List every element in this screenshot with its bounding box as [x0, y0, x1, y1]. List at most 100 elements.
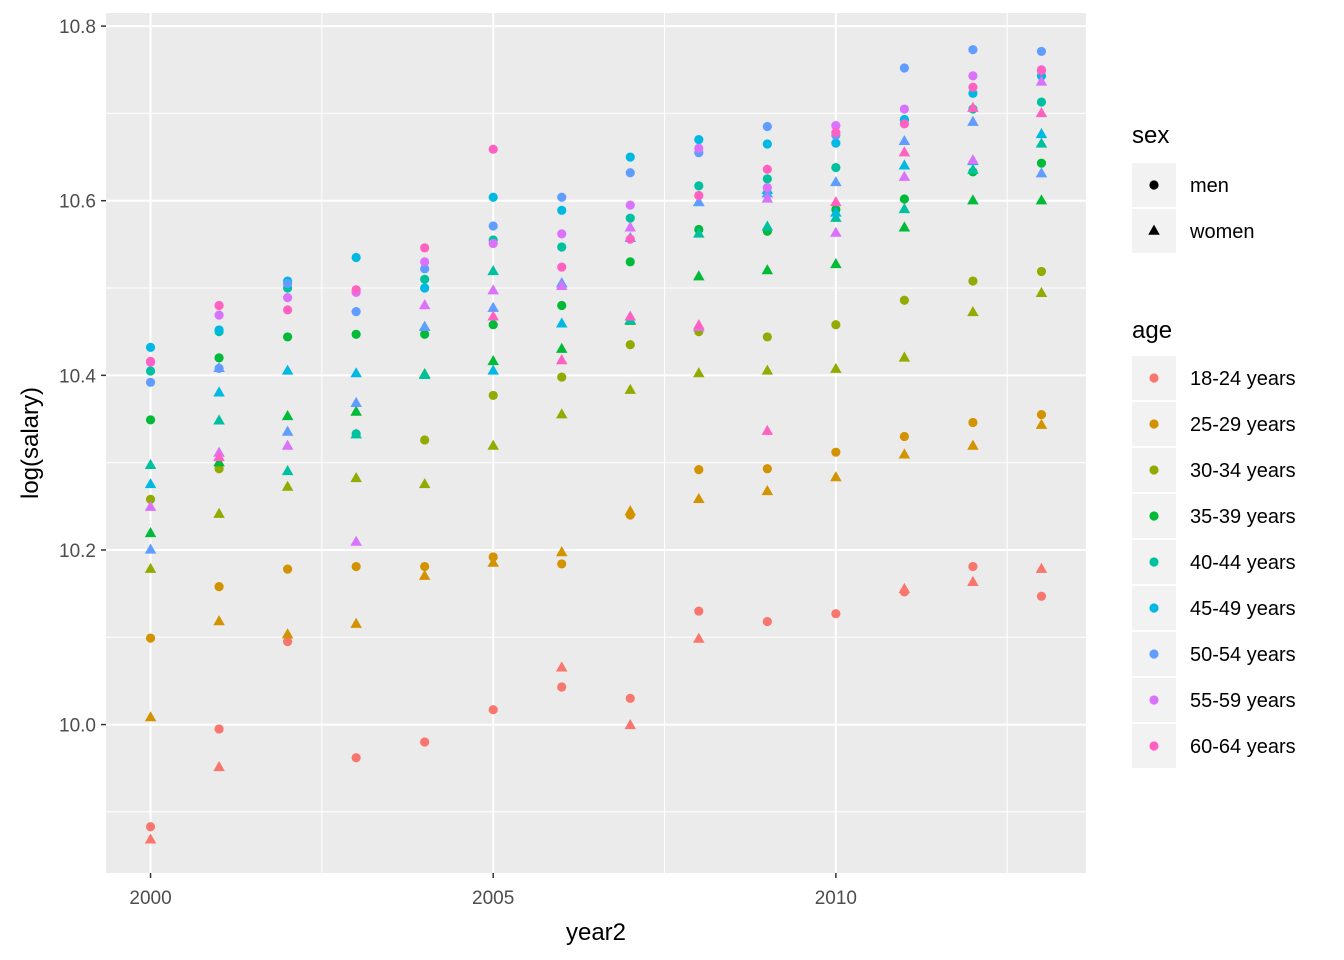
- major-grid-lines: [106, 13, 1086, 873]
- data-point-men: [831, 138, 841, 148]
- data-point-women: [624, 383, 637, 394]
- data-point-men: [831, 162, 841, 173]
- data-point-men: [1036, 158, 1047, 168]
- data-point-men: [625, 152, 635, 162]
- data-point-men: [899, 63, 909, 73]
- data-point-women: [967, 115, 979, 126]
- data-point-men: [831, 609, 841, 619]
- data-point-women: [555, 317, 568, 328]
- data-point-men: [488, 192, 498, 202]
- legend-sex-label: men: [1190, 175, 1229, 197]
- data-point-men: [968, 71, 978, 81]
- data-point-women: [967, 194, 979, 205]
- data-point-women: [967, 101, 979, 112]
- data-point-men: [831, 320, 841, 330]
- data-point-women: [350, 396, 362, 407]
- data-point-women: [693, 492, 705, 504]
- data-point-women: [350, 367, 362, 378]
- data-point-men: [488, 238, 498, 249]
- data-point-men: [351, 753, 361, 763]
- data-point-men: [420, 257, 430, 267]
- data-point-men: [214, 582, 224, 592]
- data-point-men: [762, 183, 772, 193]
- data-point-women: [144, 458, 157, 469]
- y-tick-label: 10.0: [59, 716, 96, 737]
- data-point-men: [420, 435, 430, 445]
- legend-color-swatch: [1149, 695, 1159, 705]
- data-point-women: [418, 299, 431, 310]
- data-point-women: [1035, 137, 1048, 148]
- y-tick-label: 10.6: [59, 192, 96, 213]
- data-point-men: [420, 329, 430, 339]
- data-point-men: [420, 243, 430, 253]
- data-point-women: [898, 448, 911, 459]
- data-point-women: [693, 196, 705, 207]
- data-point-women: [144, 833, 157, 844]
- data-point-women: [555, 354, 568, 365]
- data-point-men: [899, 431, 909, 442]
- legend-circle-key: [1149, 180, 1159, 190]
- data-point-women: [213, 615, 225, 626]
- data-point-men: [488, 144, 498, 154]
- legend-age-label: 50-54 years: [1190, 644, 1296, 666]
- data-point-women: [967, 439, 979, 450]
- data-point-men: [351, 561, 361, 572]
- data-point-men: [762, 464, 772, 474]
- data-point-women: [761, 192, 774, 203]
- data-point-men: [214, 464, 224, 474]
- legend-color-swatch: [1149, 557, 1159, 567]
- data-point-men: [694, 134, 704, 145]
- data-point-men: [968, 82, 978, 92]
- data-point-women: [761, 187, 774, 198]
- legend-color-swatch: [1149, 419, 1159, 429]
- data-point-men: [145, 342, 156, 352]
- data-point-women: [350, 535, 362, 546]
- x-axis: 2000 2005 2010: [129, 873, 857, 909]
- data-point-men: [420, 274, 430, 284]
- data-point-women: [213, 507, 225, 518]
- data-point-men: [557, 559, 567, 569]
- data-point-women: [830, 362, 842, 373]
- data-point-women: [624, 310, 637, 321]
- data-point-men: [1036, 591, 1047, 601]
- data-point-women: [487, 301, 499, 312]
- data-point-women: [761, 485, 774, 496]
- data-point-men: [625, 693, 635, 703]
- data-point-women: [555, 546, 568, 557]
- data-point-men: [1036, 410, 1047, 420]
- legend-color-swatch: [1149, 649, 1159, 659]
- data-point-men: [762, 121, 772, 132]
- data-points: [144, 45, 1048, 844]
- legend-age-label: 45-49 years: [1190, 598, 1296, 620]
- data-point-men: [557, 682, 567, 692]
- data-point-women: [281, 464, 294, 476]
- data-point-men: [557, 229, 567, 239]
- legend-color-swatch: [1149, 465, 1159, 475]
- data-point-men: [831, 121, 841, 131]
- data-point-women: [1035, 286, 1048, 297]
- y-tick-label: 10.4: [59, 366, 96, 387]
- data-point-women: [418, 569, 431, 580]
- data-point-women: [761, 220, 774, 231]
- data-point-men: [762, 139, 772, 149]
- data-point-women: [555, 342, 568, 353]
- data-point-women: [967, 306, 979, 317]
- data-point-men: [694, 181, 704, 191]
- data-point-men: [145, 633, 156, 643]
- data-point-women: [898, 170, 911, 181]
- y-axis: 10.0 10.2 10.4 10.6 10.8: [59, 17, 106, 737]
- data-point-men: [1036, 266, 1047, 277]
- x-axis-title: year2: [566, 919, 626, 946]
- legend-age: age 18-24 years 25-29 years 30-34 years 35-…: [1132, 317, 1296, 768]
- data-point-women: [830, 211, 842, 222]
- data-point-women: [898, 582, 911, 593]
- data-point-women: [967, 575, 979, 586]
- data-point-women: [693, 632, 705, 643]
- legend-age-label: 35-39 years: [1190, 506, 1296, 528]
- data-point-women: [418, 320, 431, 332]
- data-point-men: [283, 305, 293, 315]
- data-point-women: [830, 196, 842, 207]
- data-point-men: [557, 372, 567, 382]
- data-point-women: [898, 146, 911, 157]
